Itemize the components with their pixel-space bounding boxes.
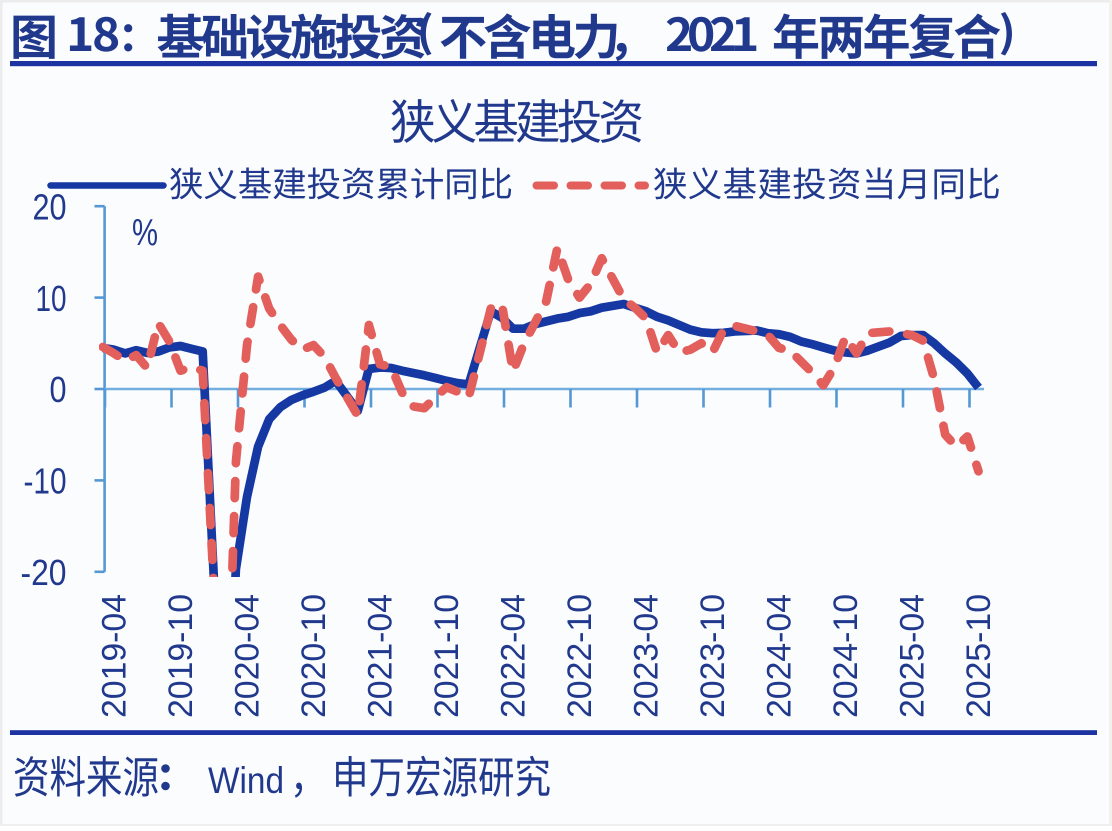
svg-text:2024-10: 2024-10: [827, 594, 865, 718]
svg-text:2020-04: 2020-04: [229, 594, 267, 718]
svg-text:20: 20: [33, 186, 67, 227]
svg-text:2023-10: 2023-10: [694, 594, 732, 718]
svg-text:2019-04: 2019-04: [96, 594, 134, 718]
svg-text:2022-10: 2022-10: [561, 594, 599, 718]
svg-text:2021-10: 2021-10: [428, 594, 466, 718]
svg-text:10: 10: [36, 278, 67, 319]
svg-text:2020-10: 2020-10: [295, 594, 333, 718]
svg-text:2025-10: 2025-10: [960, 594, 998, 718]
svg-text:Wind: Wind: [208, 760, 284, 801]
svg-text:0: 0: [50, 369, 67, 410]
svg-text:2024-04: 2024-04: [761, 594, 799, 718]
svg-text:2019-10: 2019-10: [162, 594, 200, 718]
svg-text:2022-04: 2022-04: [495, 594, 533, 718]
svg-text:%: %: [132, 212, 158, 254]
svg-text:2021-04: 2021-04: [362, 594, 400, 718]
svg-text:-10: -10: [24, 461, 67, 502]
svg-text:2023-04: 2023-04: [628, 594, 666, 718]
svg-text:2025-04: 2025-04: [894, 594, 932, 718]
svg-text:-20: -20: [21, 552, 67, 593]
